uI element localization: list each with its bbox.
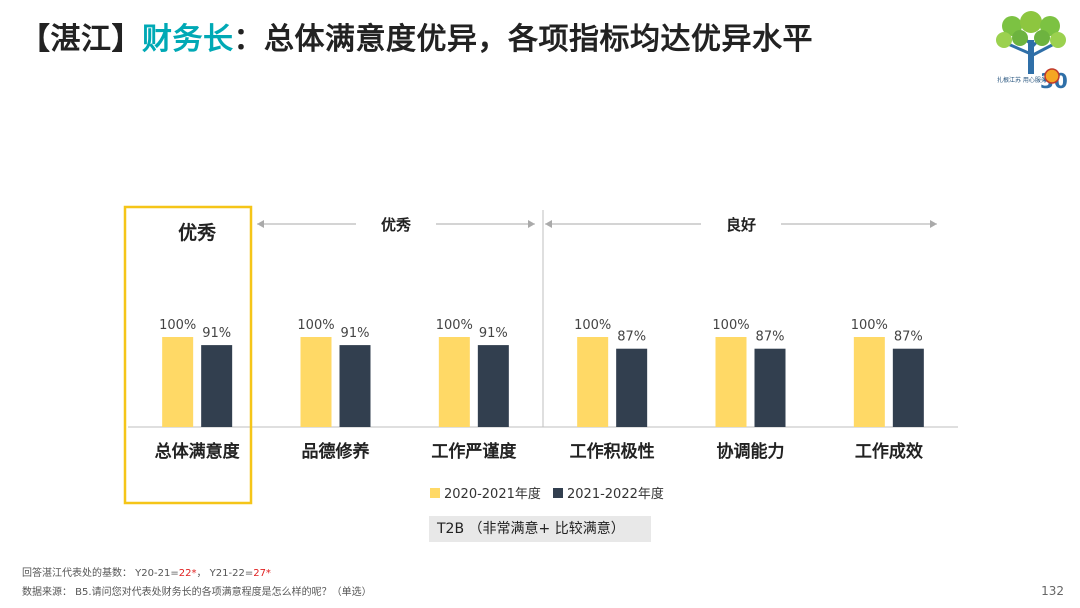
bar-y21-22 <box>616 348 648 427</box>
data-label: 87% <box>617 330 646 345</box>
bar-y20-21 <box>853 337 885 427</box>
page-title: 【湛江】财务长：总体满意度优异，各项指标均达优异水平 <box>20 14 813 58</box>
title-bracket: 【湛江】 <box>20 22 142 57</box>
bar-y20-21 <box>438 337 470 427</box>
category-label: 工作积极性 <box>570 441 655 462</box>
tree-icon <box>996 11 1066 74</box>
legend-swatch <box>553 488 563 498</box>
arrow-left-icon <box>257 220 264 228</box>
emblem-icon <box>1044 68 1060 84</box>
footnote-source: 数据来源： B5.请问您对代表处财务长的各项满意程度是怎么样的呢？（单选） <box>22 587 372 598</box>
data-label: 100% <box>574 318 611 333</box>
group-label: 良好 <box>726 216 756 234</box>
bar-y21-22 <box>339 345 371 427</box>
data-label: 91% <box>202 326 231 341</box>
bar-y20-21 <box>162 337 194 427</box>
group-label: 优秀 <box>381 216 412 234</box>
bar-y21-22 <box>754 348 786 427</box>
bar-y21-22 <box>477 345 509 427</box>
category-label: 品德修养 <box>302 441 371 462</box>
category-label: 工作严谨度 <box>431 441 517 462</box>
data-label: 100% <box>712 318 749 333</box>
page-number: 132 <box>1041 584 1064 598</box>
bar-y21-22 <box>201 345 233 427</box>
footnote-base: 回答湛江代表处的基数： Y20-21=22*， Y21-22=27* <box>22 564 271 579</box>
data-label: 100% <box>297 318 334 333</box>
group-label: 优秀 <box>178 221 217 244</box>
data-label: 87% <box>756 330 785 345</box>
data-label: 87% <box>894 330 923 345</box>
base-y21: 27* <box>253 568 271 579</box>
data-label: 91% <box>479 326 508 341</box>
category-label: 协调能力 <box>717 441 785 462</box>
bar-y20-21 <box>300 337 332 427</box>
company-logo: 扎根江苏 用心服务 30 <box>996 11 1068 90</box>
logo-text: 扎根江苏 用心服务 <box>997 76 1047 84</box>
base-mid: ， Y21-22= <box>196 568 254 579</box>
title-role: 财务长 <box>142 22 234 57</box>
arrow-right-icon <box>930 220 937 228</box>
bar-y20-21 <box>577 337 609 427</box>
data-label: 100% <box>851 318 888 333</box>
base-y20: 22* <box>178 568 197 579</box>
data-label: 91% <box>341 326 370 341</box>
bar-y21-22 <box>892 348 924 427</box>
arrow-right-icon <box>528 220 535 228</box>
category-label: 工作成效 <box>855 441 923 462</box>
legend-swatch <box>430 488 440 498</box>
highlight-box <box>123 205 253 505</box>
title-rest: ：总体满意度优异，各项指标均达优异水平 <box>233 22 813 57</box>
legend-label: 2020-2021年度 <box>444 486 541 502</box>
bar-y20-21 <box>715 337 747 427</box>
base-prefix: 回答湛江代表处的基数： Y20-21= <box>22 568 179 579</box>
arrow-left-icon <box>545 220 552 228</box>
category-label: 总体满意度 <box>155 441 241 462</box>
legend-label: 2021-2022年度 <box>567 486 664 502</box>
data-label: 100% <box>159 318 196 333</box>
data-label: 100% <box>436 318 473 333</box>
t2b-label: T2B （非常满意+ 比较满意） <box>429 516 651 542</box>
